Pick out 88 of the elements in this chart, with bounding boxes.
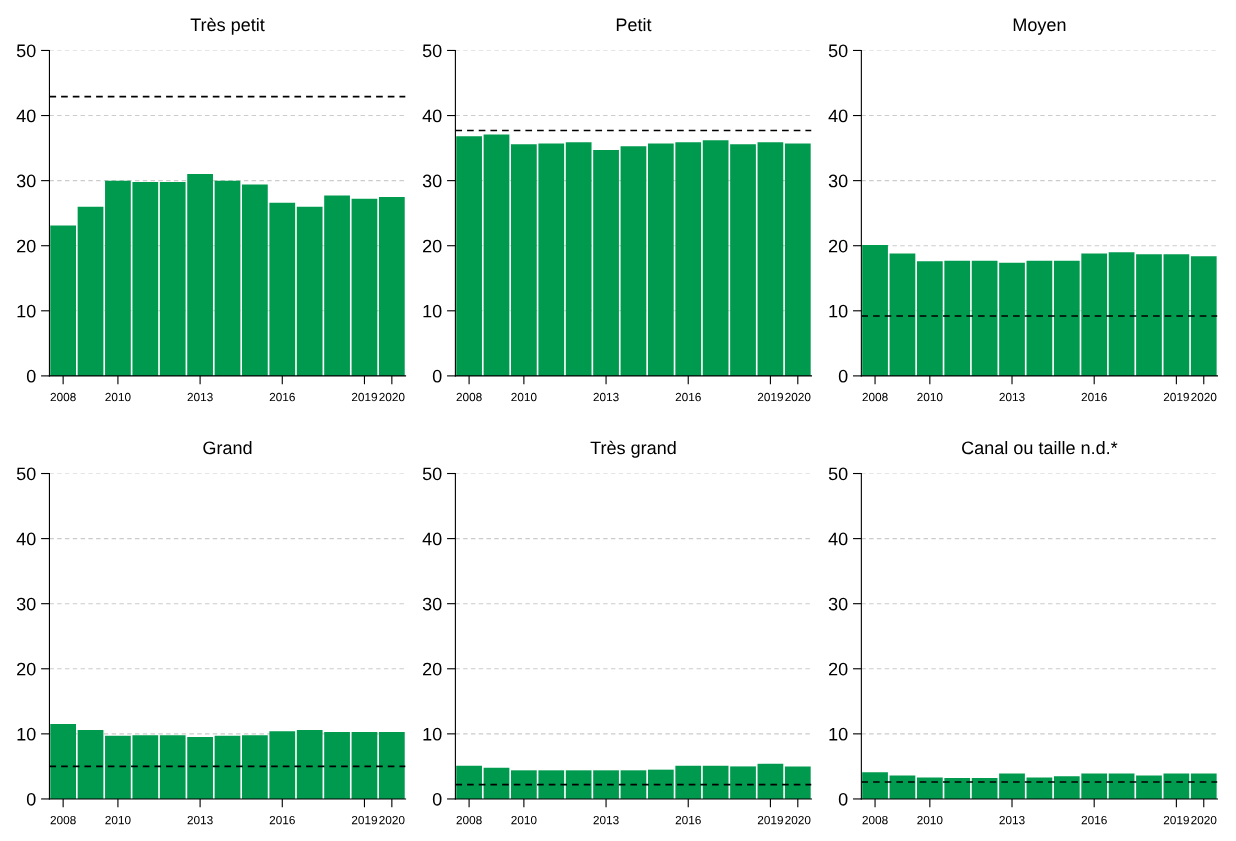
x-tick-label: 2010 [105, 392, 131, 402]
y-tick-label: 10 [423, 727, 442, 741]
y-tick-label: 40 [422, 532, 442, 546]
bar [77, 729, 104, 799]
y-tick-label: 50 [16, 44, 36, 58]
chart-title: Très grand [590, 440, 676, 458]
y-tick-label: 10 [423, 304, 442, 318]
x-tick-label: 2016 [675, 815, 701, 825]
y-tick-label: 20 [17, 662, 36, 676]
y-tick-label: 0 [432, 792, 442, 806]
x-tick-label: 2008 [456, 815, 482, 825]
x-tick-label: 2008 [50, 815, 76, 825]
y-tick-label: 50 [16, 467, 36, 481]
x-tick-label: 2020 [785, 392, 811, 402]
x-tick-label: 2019 [351, 392, 378, 402]
x-tick-label: 2008 [456, 392, 482, 402]
y-tick-label: 10 [17, 304, 36, 318]
x-tick-label: 2010 [917, 392, 943, 402]
y-tick-label: 30 [828, 174, 848, 188]
y-tick-label: 10 [829, 727, 848, 741]
y-tick-label: 30 [422, 174, 442, 188]
x-tick-label: 2016 [269, 815, 295, 825]
x-tick-label: 2010 [917, 815, 943, 825]
x-tick-label: 2013 [187, 815, 213, 825]
x-tick-label: 2013 [187, 392, 213, 402]
y-tick-label: 0 [432, 369, 442, 383]
bar [214, 735, 241, 799]
chart-title: Moyen [1013, 18, 1066, 35]
chart-title: Canal ou taille n.d.* [962, 440, 1118, 455]
chart-title: Petit [616, 17, 652, 32]
x-tick-label: 2016 [675, 392, 701, 402]
y-tick-label: 10 [829, 304, 848, 318]
y-tick-label: 0 [26, 792, 36, 806]
x-tick-label: 2010 [511, 392, 537, 402]
y-tick-label: 40 [828, 109, 848, 123]
x-tick-label: 2016 [1081, 392, 1107, 402]
chart-title: Grand [203, 440, 252, 455]
x-tick-label: 2019 [757, 392, 783, 402]
y-tick-label: 20 [423, 662, 442, 676]
bar [50, 724, 77, 799]
y-tick-label: 0 [838, 369, 848, 383]
y-tick-label: 50 [422, 44, 442, 58]
y-tick-label: 20 [423, 239, 442, 253]
x-tick-label: 2010 [105, 815, 131, 825]
x-tick-label: 2020 [785, 815, 811, 825]
x-tick-label: 2008 [50, 392, 76, 402]
y-tick-label: 20 [828, 239, 848, 253]
x-tick-label: 2013 [593, 392, 619, 402]
x-tick-label: 2008 [862, 392, 888, 402]
x-tick-label: 2016 [269, 392, 295, 402]
x-tick-label: 2020 [379, 392, 405, 402]
x-tick-label: 2013 [593, 815, 619, 825]
x-tick-label: 2019 [351, 815, 378, 825]
y-tick-label: 30 [16, 174, 36, 188]
y-tick-label: 40 [16, 109, 36, 123]
x-tick-label: 2016 [1081, 815, 1107, 825]
x-tick-label: 2020 [379, 815, 405, 825]
x-tick-label: 2019 [1163, 815, 1189, 825]
x-tick-label: 2019 [757, 815, 783, 825]
bar [378, 731, 405, 799]
y-tick-label: 40 [422, 109, 442, 123]
chart-title: Très petit [190, 17, 265, 35]
y-tick-label: 10 [17, 727, 36, 741]
y-tick-label: 30 [422, 597, 442, 611]
y-tick-label: 30 [828, 597, 848, 611]
bar [351, 198, 378, 376]
y-tick-label: 20 [828, 662, 848, 676]
y-tick-label: 40 [828, 532, 848, 546]
x-tick-label: 2008 [862, 815, 888, 825]
y-tick-label: 0 [26, 369, 36, 383]
y-tick-label: 50 [828, 467, 848, 481]
bar [351, 731, 378, 799]
bar [214, 180, 241, 376]
y-tick-label: 30 [16, 597, 36, 611]
x-tick-label: 2020 [1191, 815, 1217, 825]
y-tick-label: 40 [16, 532, 36, 546]
y-tick-label: 50 [828, 44, 848, 58]
x-tick-label: 2019 [1163, 392, 1189, 402]
y-tick-label: 0 [838, 792, 848, 806]
x-tick-label: 2020 [1191, 392, 1217, 402]
bar [77, 206, 104, 376]
x-tick-label: 2013 [999, 392, 1025, 402]
bar [50, 225, 77, 376]
x-tick-label: 2010 [511, 815, 537, 825]
x-tick-label: 2013 [999, 815, 1025, 825]
y-tick-label: 20 [17, 239, 36, 253]
bar [378, 196, 405, 376]
y-tick-label: 50 [422, 467, 442, 481]
